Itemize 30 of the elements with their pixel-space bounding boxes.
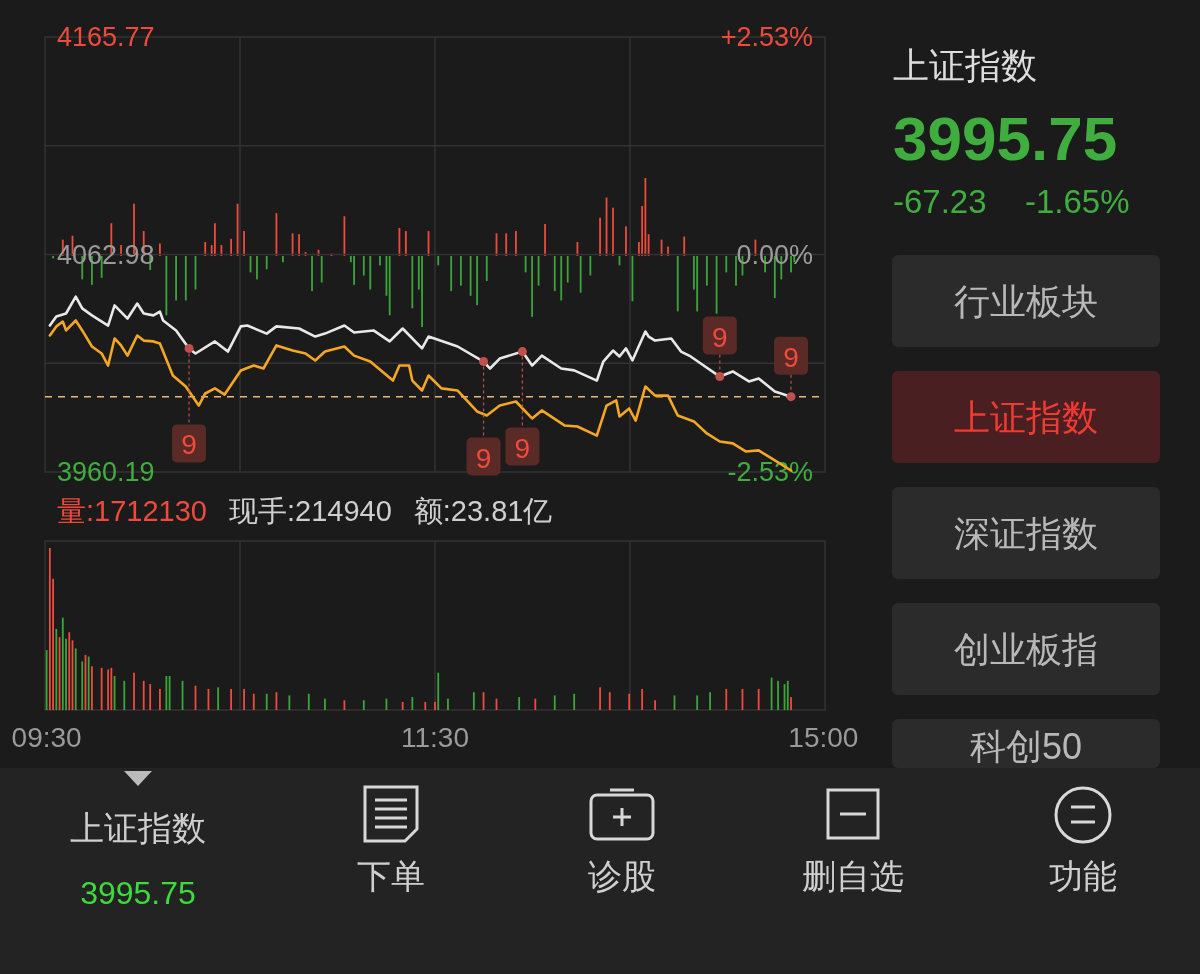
y2-tick-label: +2.53% <box>720 22 813 52</box>
text: 创业板指 <box>954 629 1098 670</box>
text: -1.65% <box>1025 183 1130 220</box>
text: 下单 <box>357 857 425 895</box>
text: -67.23 <box>893 183 987 220</box>
x-tick-label: 11:30 <box>401 722 469 753</box>
text: 诊股 <box>588 857 656 895</box>
text: 上证指数 <box>893 45 1037 86</box>
text: 功能 <box>1049 857 1117 895</box>
text: 额:23.81亿 <box>413 495 553 527</box>
annotation: 9 <box>181 429 197 461</box>
y-tick-label: 3960.19 <box>57 457 155 487</box>
text: 深证指数 <box>954 513 1098 554</box>
annotation: 9 <box>514 432 531 464</box>
text: 上证指数 <box>954 397 1098 438</box>
y2-tick-label: -2.53% <box>727 457 813 487</box>
annotation: 9 <box>712 321 728 353</box>
x-tick-label: 15:00 <box>788 722 859 753</box>
annotation: 9 <box>475 442 492 474</box>
text: 3995.75 <box>893 104 1118 173</box>
text: 现手:214940 <box>228 495 392 527</box>
text: 上证指数 <box>70 809 206 847</box>
annotation: 9 <box>783 341 799 373</box>
x-tick-label: 09:30 <box>11 722 82 753</box>
text: 3995.75 <box>80 875 196 911</box>
y-tick-label: 4165.77 <box>57 22 155 52</box>
text: 科创50 <box>969 726 1083 767</box>
text: 量:1712130 <box>57 495 207 527</box>
text: 删自选 <box>802 857 904 895</box>
text: 行业板块 <box>954 281 1098 322</box>
